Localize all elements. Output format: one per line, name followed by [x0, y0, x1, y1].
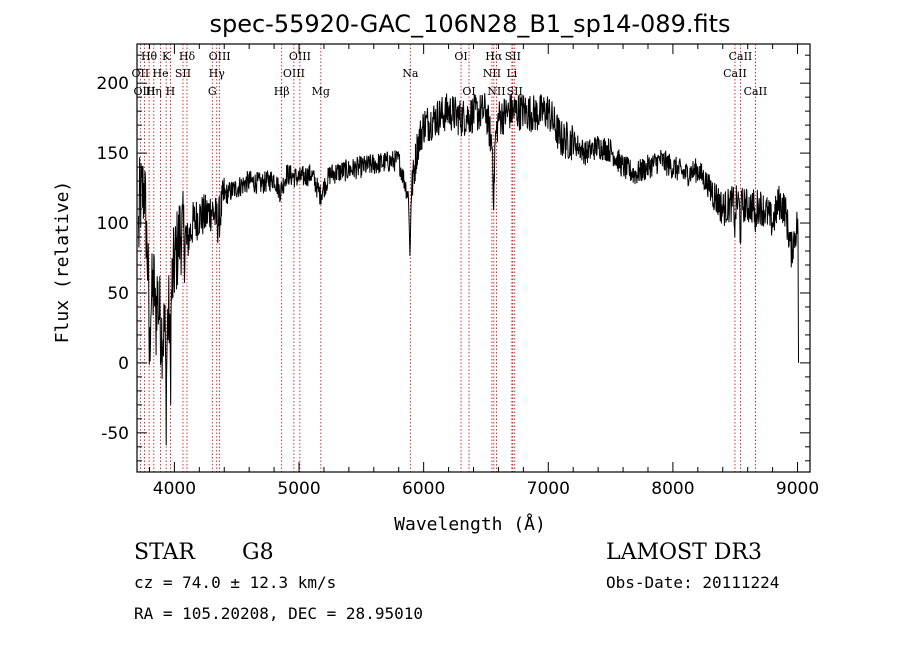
x-tick-label: 5000: [277, 479, 320, 499]
line-label: OIII: [289, 50, 311, 63]
line-label: He: [153, 67, 169, 80]
y-tick-label: -50: [101, 424, 129, 444]
line-label: OI: [454, 50, 467, 63]
footer-info: STAR G8 LAMOST DR3 cz = 74.0 ± 12.3 km/s…: [134, 540, 779, 623]
line-label: Hδ: [179, 50, 196, 63]
line-label: Li: [506, 67, 517, 80]
x-tick-label: 8000: [651, 479, 694, 499]
y-tick-label: 100: [97, 214, 129, 234]
line-label: NII: [483, 67, 501, 80]
object-class: STAR: [134, 540, 196, 565]
object-subclass: G8: [242, 540, 274, 565]
y-tick-label: 0: [118, 354, 129, 374]
survey-name: LAMOST DR3: [606, 540, 762, 565]
line-label: OIII: [283, 67, 305, 80]
line-label: CaII: [729, 50, 753, 63]
line-label: CaII: [744, 85, 768, 98]
y-tick-label: 50: [107, 284, 129, 304]
coordinates: RA = 105.20208, DEC = 28.95010: [134, 604, 423, 623]
y-tick-label: 200: [97, 74, 129, 94]
line-label: SII: [507, 85, 523, 98]
line-label: Hγ: [209, 67, 226, 80]
obs-date: Obs-Date: 20111224: [606, 573, 779, 592]
line-label: OI: [462, 85, 475, 98]
spectral-line-labels: Hθ OII OIII K He Hη Hδ SII H OIII Hγ G OIII OIII Hβ Mg N…: [132, 50, 768, 98]
axis-ticks: 4000 5000 6000 7000 8000 9000 -50 0 50 100 150 200: [97, 44, 819, 499]
line-label: OII: [132, 67, 150, 80]
line-label: Na: [402, 67, 419, 80]
line-label: CaII: [723, 67, 747, 80]
line-label: NII: [487, 85, 505, 98]
line-label: OIII: [209, 50, 231, 63]
y-axis-label: Flux (relative): [52, 181, 73, 344]
x-tick-label: 9000: [776, 479, 819, 499]
x-tick-label: 6000: [402, 479, 445, 499]
x-axis-label: Wavelength (Å): [394, 513, 546, 535]
line-label: Hη: [146, 85, 162, 98]
line-label: K: [162, 50, 171, 63]
x-tick-label: 4000: [153, 479, 196, 499]
chart-title: spec-55920-GAC_106N28_B1_sp14-089.fits: [209, 10, 730, 38]
y-tick-label: 150: [97, 144, 129, 164]
line-label: SII: [175, 67, 191, 80]
line-label: G: [208, 85, 217, 98]
line-label: OIII: [133, 85, 155, 98]
x-tick-label: 7000: [527, 479, 570, 499]
line-label: Hα: [485, 50, 503, 63]
redshift-value: cz = 74.0 ± 12.3 km/s: [134, 573, 336, 592]
spectrum-line: [138, 93, 799, 446]
line-label: Mg: [312, 85, 330, 98]
plot-area: 4000 5000 6000 7000 8000 9000-50050100150200 …: [97, 43, 819, 499]
line-label: SII: [505, 50, 521, 63]
line-label: Hθ: [141, 50, 158, 63]
line-label: Hβ: [274, 85, 290, 98]
line-label: H: [166, 85, 176, 98]
